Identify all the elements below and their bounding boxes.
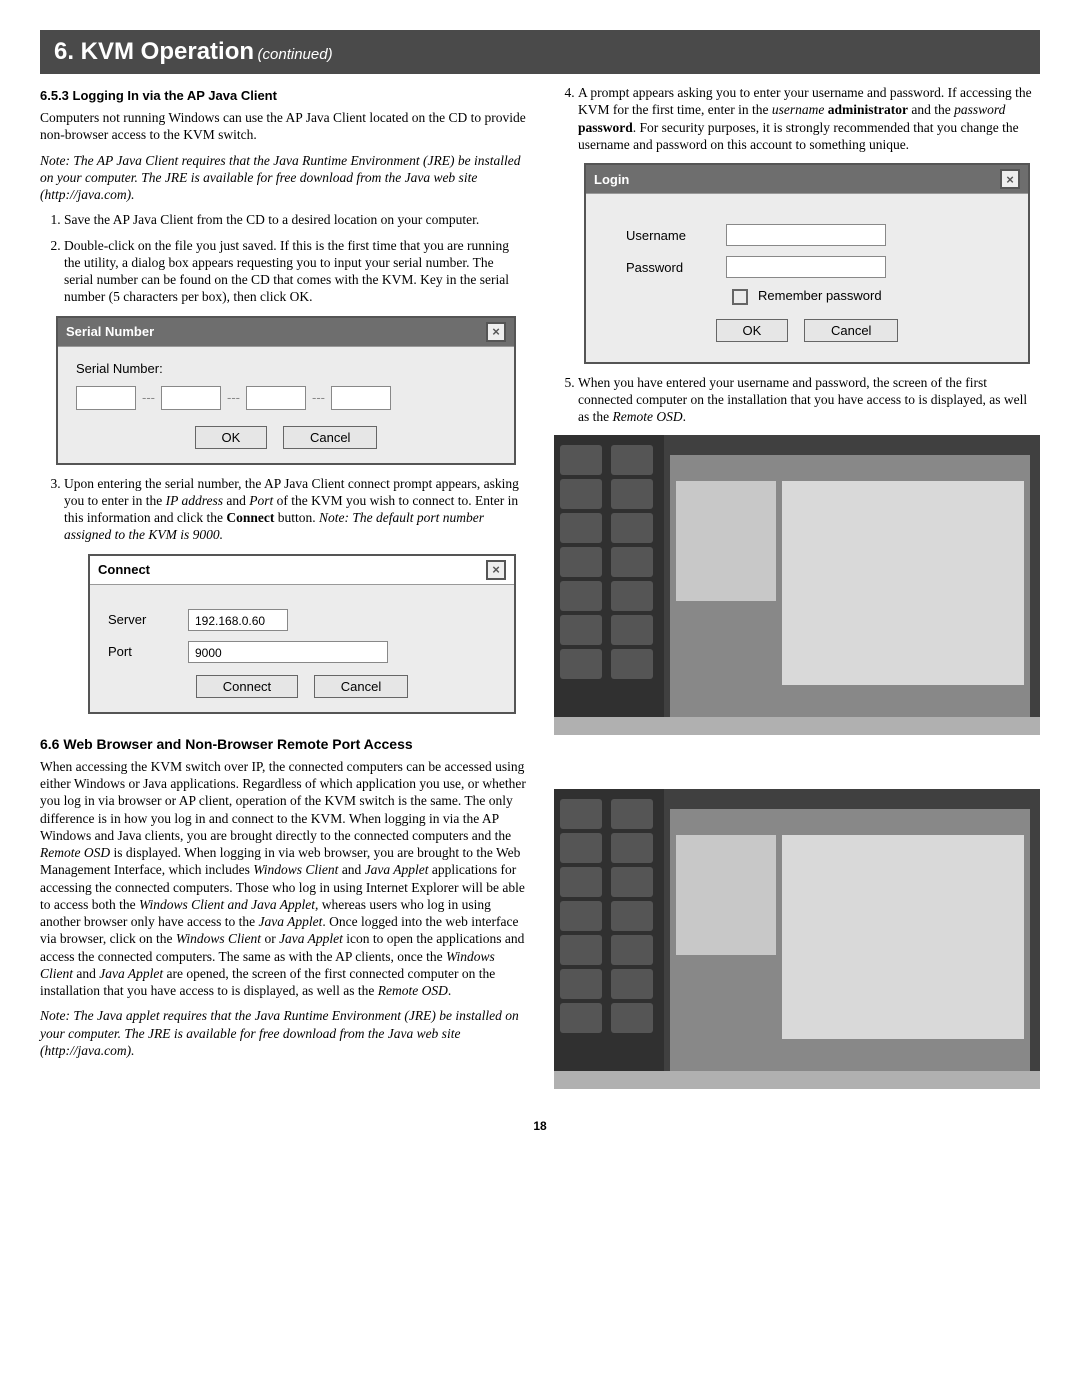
- serial-label: Serial Number:: [76, 361, 496, 376]
- osd-icon: [611, 649, 653, 679]
- ok-button[interactable]: OK: [716, 319, 789, 342]
- dash: ---: [227, 390, 240, 405]
- remember-checkbox[interactable]: [732, 289, 748, 305]
- remote-osd-screenshot-1: [554, 435, 1040, 735]
- close-icon[interactable]: ×: [486, 322, 506, 342]
- connect-button[interactable]: Connect: [196, 675, 298, 698]
- note-66-jre: Note: The Java applet requires that the …: [40, 1007, 526, 1059]
- osd-icon: [560, 513, 602, 543]
- section-continued: (continued): [258, 46, 333, 63]
- osd-icon: [611, 867, 653, 897]
- cancel-button[interactable]: Cancel: [314, 675, 408, 698]
- osd-icon: [560, 615, 602, 645]
- osd-icon: [611, 833, 653, 863]
- osd-icon: [560, 935, 602, 965]
- para-intro: Computers not running Windows can use th…: [40, 109, 526, 144]
- ok-button[interactable]: OK: [195, 426, 268, 449]
- login-dialog-title: Login: [594, 172, 629, 187]
- close-icon[interactable]: ×: [486, 560, 506, 580]
- osd-icon: [611, 479, 653, 509]
- port-input[interactable]: 9000: [188, 641, 388, 663]
- remember-label: Remember password: [758, 288, 882, 303]
- osd-icon: [611, 1003, 653, 1033]
- note-jre: Note: The AP Java Client requires that t…: [40, 152, 526, 204]
- cancel-button[interactable]: Cancel: [804, 319, 898, 342]
- osd-icon: [560, 649, 602, 679]
- osd-icon: [560, 901, 602, 931]
- page-number: 18: [40, 1119, 1040, 1133]
- osd-icon: [560, 445, 602, 475]
- osd-icon: [611, 935, 653, 965]
- serial-input-3[interactable]: [246, 386, 306, 410]
- server-label: Server: [108, 612, 188, 627]
- osd-icon: [560, 833, 602, 863]
- section-title: 6. KVM Operation: [54, 38, 254, 65]
- osd-icon: [611, 901, 653, 931]
- osd-icon: [611, 615, 653, 645]
- serial-number-dialog: Serial Number × Serial Number: --- --- -…: [56, 316, 516, 465]
- section-header: 6. KVM Operation (continued): [40, 30, 1040, 74]
- osd-icon: [560, 547, 602, 577]
- dash: ---: [142, 390, 155, 405]
- serial-input-2[interactable]: [161, 386, 221, 410]
- server-input[interactable]: 192.168.0.60: [188, 609, 288, 631]
- step-3: Upon entering the serial number, the AP …: [64, 475, 526, 544]
- close-icon[interactable]: ×: [1000, 169, 1020, 189]
- step-1: Save the AP Java Client from the CD to a…: [64, 211, 526, 228]
- password-input[interactable]: [726, 256, 886, 278]
- step-4: A prompt appears asking you to enter you…: [578, 84, 1040, 153]
- osd-icon: [611, 581, 653, 611]
- username-input[interactable]: [726, 224, 886, 246]
- serial-input-1[interactable]: [76, 386, 136, 410]
- remote-osd-screenshot-2: [554, 789, 1040, 1089]
- osd-icon: [560, 1003, 602, 1033]
- para-66: When accessing the KVM switch over IP, t…: [40, 758, 526, 1000]
- osd-icon: [611, 799, 653, 829]
- osd-icon: [611, 445, 653, 475]
- connect-dialog: Connect × Server 192.168.0.60 Port 9000 …: [88, 554, 516, 714]
- serial-dialog-title: Serial Number: [66, 324, 154, 339]
- osd-icon: [611, 513, 653, 543]
- osd-icon: [560, 799, 602, 829]
- cancel-button[interactable]: Cancel: [283, 426, 377, 449]
- username-label: Username: [626, 228, 726, 243]
- osd-icon: [560, 581, 602, 611]
- osd-icon: [611, 547, 653, 577]
- step-5: When you have entered your username and …: [578, 374, 1040, 426]
- subsection-66-title: 6.6 Web Browser and Non-Browser Remote P…: [40, 736, 526, 752]
- port-label: Port: [108, 644, 188, 659]
- dash: ---: [312, 390, 325, 405]
- password-label: Password: [626, 260, 726, 275]
- serial-input-4[interactable]: [331, 386, 391, 410]
- login-dialog: Login × Username Password Remember passw…: [584, 163, 1030, 364]
- connect-dialog-title: Connect: [98, 562, 150, 577]
- osd-icon: [560, 867, 602, 897]
- osd-icon: [611, 969, 653, 999]
- osd-icon: [560, 479, 602, 509]
- subsection-653-title: 6.5.3 Logging In via the AP Java Client: [40, 88, 526, 103]
- osd-icon: [560, 969, 602, 999]
- step-2: Double-click on the file you just saved.…: [64, 237, 526, 306]
